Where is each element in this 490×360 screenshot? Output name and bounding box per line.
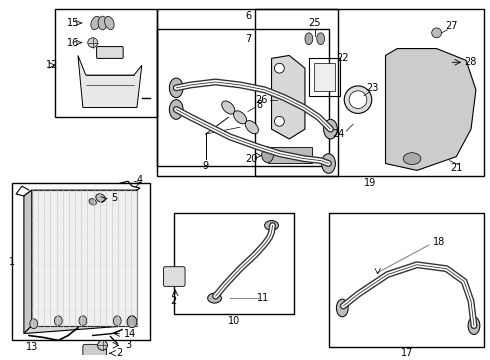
Text: 12: 12 (46, 60, 58, 70)
Bar (157, 9, 339, 176)
Text: 27: 27 (445, 21, 458, 31)
Circle shape (274, 116, 284, 126)
Ellipse shape (113, 316, 121, 326)
Text: 15: 15 (67, 18, 79, 28)
Ellipse shape (88, 38, 98, 48)
Bar (55, 9, 157, 117)
Ellipse shape (446, 58, 456, 66)
Ellipse shape (170, 78, 183, 98)
Ellipse shape (432, 28, 441, 38)
Ellipse shape (245, 121, 258, 134)
Text: 25: 25 (309, 18, 321, 28)
Bar (12, 183, 149, 341)
Text: 2: 2 (116, 348, 122, 358)
Text: 22: 22 (336, 53, 348, 63)
Polygon shape (24, 321, 137, 333)
Text: 19: 19 (364, 178, 376, 188)
Ellipse shape (91, 16, 100, 30)
Ellipse shape (323, 119, 338, 139)
Text: 11: 11 (257, 293, 269, 303)
Ellipse shape (344, 86, 372, 113)
Text: 4: 4 (137, 175, 143, 185)
Bar (309, 58, 341, 96)
FancyBboxPatch shape (164, 267, 185, 286)
Ellipse shape (208, 293, 221, 303)
Polygon shape (129, 190, 137, 326)
Ellipse shape (89, 199, 97, 205)
Text: 16: 16 (67, 38, 79, 48)
Bar (255, 9, 484, 176)
Circle shape (274, 63, 284, 73)
Ellipse shape (30, 319, 38, 329)
Bar (314, 63, 336, 91)
Ellipse shape (262, 147, 273, 163)
Text: 24: 24 (332, 129, 344, 139)
Ellipse shape (468, 317, 480, 334)
Ellipse shape (98, 16, 107, 30)
Bar (268, 147, 312, 163)
Text: 1: 1 (9, 257, 15, 267)
Text: 21: 21 (450, 163, 463, 174)
Ellipse shape (105, 16, 114, 30)
FancyBboxPatch shape (97, 46, 123, 58)
Text: 5: 5 (111, 193, 118, 203)
Ellipse shape (127, 316, 137, 328)
Bar (32, 190, 137, 326)
Ellipse shape (305, 33, 313, 45)
Ellipse shape (170, 100, 183, 119)
Text: 9: 9 (203, 162, 209, 171)
Text: 14: 14 (124, 329, 136, 338)
Polygon shape (271, 55, 305, 139)
Ellipse shape (234, 111, 246, 124)
Ellipse shape (128, 316, 136, 326)
Ellipse shape (98, 341, 107, 350)
Ellipse shape (349, 91, 367, 108)
Text: 6: 6 (245, 11, 251, 21)
Ellipse shape (265, 221, 278, 230)
Text: 18: 18 (433, 237, 445, 247)
Text: 20: 20 (245, 154, 258, 163)
Ellipse shape (337, 299, 348, 317)
Text: 8: 8 (257, 100, 263, 109)
Text: 17: 17 (401, 348, 414, 358)
Text: 7: 7 (245, 34, 251, 44)
FancyBboxPatch shape (83, 345, 106, 360)
Ellipse shape (96, 194, 105, 202)
Polygon shape (24, 190, 137, 196)
Text: 23: 23 (367, 83, 379, 93)
Polygon shape (24, 190, 32, 333)
Polygon shape (386, 49, 476, 170)
Text: 3: 3 (125, 340, 131, 350)
Ellipse shape (79, 316, 87, 326)
Ellipse shape (403, 153, 421, 165)
Text: 10: 10 (228, 316, 240, 326)
Bar (328, 213, 484, 347)
Ellipse shape (317, 33, 324, 45)
Text: 2: 2 (170, 296, 176, 306)
Ellipse shape (321, 154, 336, 174)
Text: 26: 26 (255, 95, 268, 105)
Text: 28: 28 (464, 57, 476, 67)
Ellipse shape (222, 101, 235, 114)
Bar (174, 213, 294, 314)
Ellipse shape (54, 316, 62, 326)
Polygon shape (78, 55, 142, 108)
Bar (157, 29, 328, 166)
Text: 13: 13 (26, 342, 38, 352)
